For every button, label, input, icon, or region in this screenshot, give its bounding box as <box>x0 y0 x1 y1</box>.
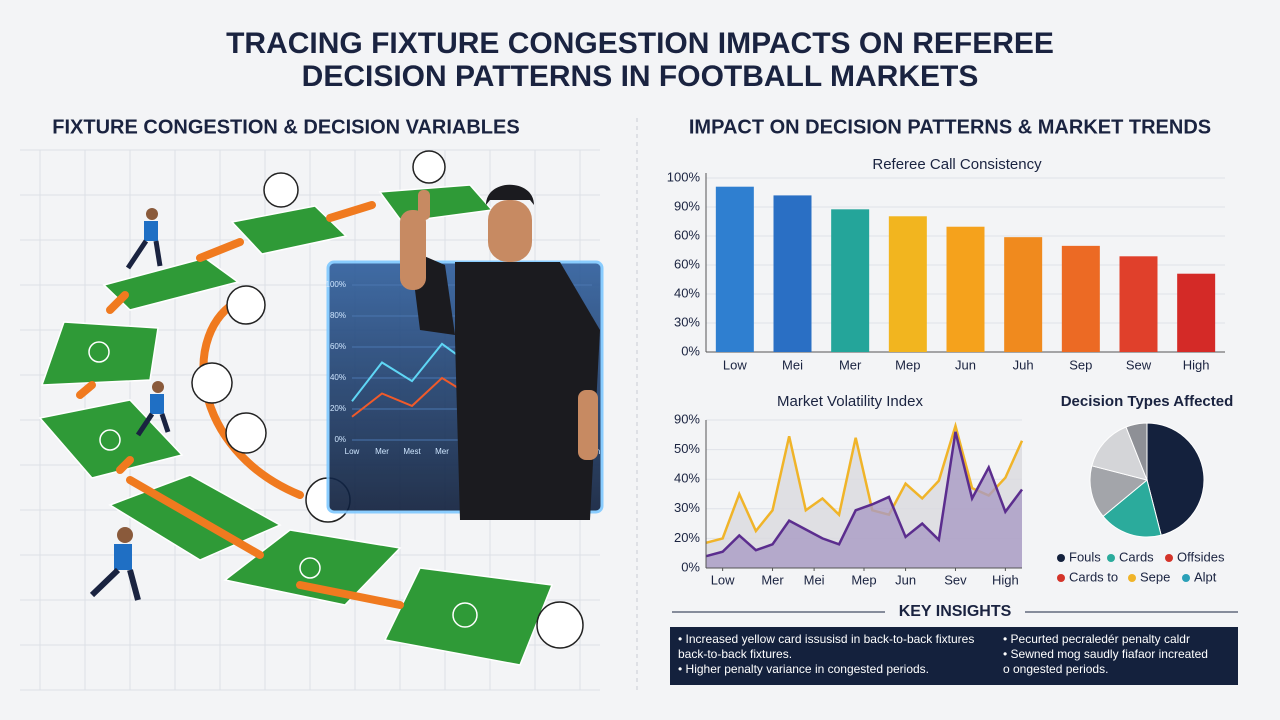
y-tick-label: 100% <box>326 280 346 289</box>
legend-label: Cards <box>1119 549 1154 564</box>
y-tick-label: 40% <box>674 285 700 300</box>
x-tick-label: Mer <box>839 357 862 372</box>
page-title: DECISION PATTERNS IN FOOTBALL MARKETS <box>302 60 979 93</box>
x-tick-label: High <box>1183 357 1210 372</box>
x-tick-label: Low <box>723 357 747 372</box>
players <box>89 208 171 601</box>
y-tick-label: 60% <box>330 342 346 351</box>
pie-slice <box>1091 426 1148 481</box>
x-tick-label: Mei <box>782 357 803 372</box>
insight-text: • Higher penalty variance in congested p… <box>678 662 929 676</box>
y-tick-label: 50% <box>674 441 700 456</box>
x-tick-label: Mer <box>761 572 784 587</box>
chart-title: Decision Types Affected <box>1061 393 1234 410</box>
x-tick-label: Sew <box>1126 357 1152 372</box>
bar <box>888 216 927 352</box>
pie-slice <box>1089 465 1149 518</box>
legend-swatch <box>1182 574 1190 582</box>
line <box>705 431 1024 558</box>
legend-swatch <box>1128 574 1136 582</box>
charts: Referee Call Consistency 0% 30% 40% 60% 60% 90… <box>667 156 1234 587</box>
insights-heading: KEY INSIGHTS <box>899 603 1012 620</box>
y-tick-label: 0% <box>334 435 346 444</box>
legend-swatch <box>1057 574 1065 582</box>
referee <box>400 184 600 520</box>
y-tick-label: 20% <box>330 404 346 413</box>
bar <box>831 209 870 352</box>
insight-text: • Sewned mog saudly fiafaor increated <box>1003 647 1208 661</box>
bar <box>946 226 985 352</box>
bar <box>1061 245 1100 352</box>
y-tick-label: 30% <box>674 500 700 515</box>
y-tick-label: 60% <box>674 256 700 271</box>
legend-swatch <box>1057 554 1065 562</box>
legend-label: Fouls <box>1069 549 1101 564</box>
insight-text: o ongested periods. <box>1003 662 1108 676</box>
y-tick-label: 0% <box>681 559 700 574</box>
y-tick-label: 60% <box>674 227 700 242</box>
bar <box>1177 273 1216 352</box>
y-tick-label: 80% <box>330 311 346 320</box>
x-tick-label: Low <box>711 572 735 587</box>
panel-heading: FIXTURE CONGESTION & DECISION VARIABLES <box>52 116 519 138</box>
y-tick-label: 40% <box>674 471 700 486</box>
x-tick-label: Mer <box>435 447 449 456</box>
legend-label: Offsides <box>1177 549 1225 564</box>
legend-label: Cards to <box>1069 569 1118 584</box>
y-tick-label: 90% <box>674 198 700 213</box>
x-tick-label: Jun <box>895 572 916 587</box>
line <box>705 421 1024 545</box>
x-tick-label: High <box>992 572 1019 587</box>
insight-text: • Increased yellow card issusisd in back… <box>678 632 974 646</box>
page-title: TRACING FIXTURE CONGESTION IMPACTS ON RE… <box>226 27 1054 60</box>
x-tick-label: Mep <box>851 572 876 587</box>
y-tick-label: 100% <box>667 169 701 184</box>
panel-heading: IMPACT ON DECISION PATTERNS & MARKET TRE… <box>689 116 1211 138</box>
y-tick-label: 90% <box>674 411 700 426</box>
chart-title: Referee Call Consistency <box>872 156 1042 173</box>
y-tick-label: 40% <box>330 373 346 382</box>
legend-swatch <box>1165 554 1173 562</box>
x-tick-label: Jun <box>955 357 976 372</box>
insight-text: back-to-back fixtures. <box>678 647 792 661</box>
insight-text: • Pecurted pecraledér penalty caldr <box>1003 632 1190 646</box>
x-tick-label: Juh <box>1013 357 1034 372</box>
chart-title: Market Volatility Index <box>777 393 923 410</box>
insights-list: • Increased yellow card issusisd in back… <box>678 632 1208 676</box>
bar <box>773 195 812 352</box>
x-tick-label: Mest <box>403 447 421 456</box>
bar <box>1119 256 1158 352</box>
x-tick-label: Mei <box>804 572 825 587</box>
x-tick-label: Low <box>345 447 360 456</box>
y-tick-label: 30% <box>674 314 700 329</box>
x-tick-label: Sev <box>944 572 967 587</box>
x-tick-label: Sep <box>1069 357 1092 372</box>
legend-swatch <box>1107 554 1115 562</box>
x-tick-label: Mer <box>375 447 389 456</box>
y-tick-label: 20% <box>674 530 700 545</box>
pie-slice <box>1125 422 1148 481</box>
legend-label: Sepe <box>1140 569 1170 584</box>
y-tick-label: 0% <box>681 343 700 358</box>
pie-slice <box>1146 422 1205 536</box>
bar <box>715 186 754 352</box>
legend-label: Alpt <box>1194 569 1217 584</box>
pie-slice <box>1102 479 1162 538</box>
x-tick-label: Mep <box>895 357 920 372</box>
insights-box <box>670 627 1238 685</box>
bar <box>1004 237 1043 352</box>
area <box>706 431 1022 568</box>
